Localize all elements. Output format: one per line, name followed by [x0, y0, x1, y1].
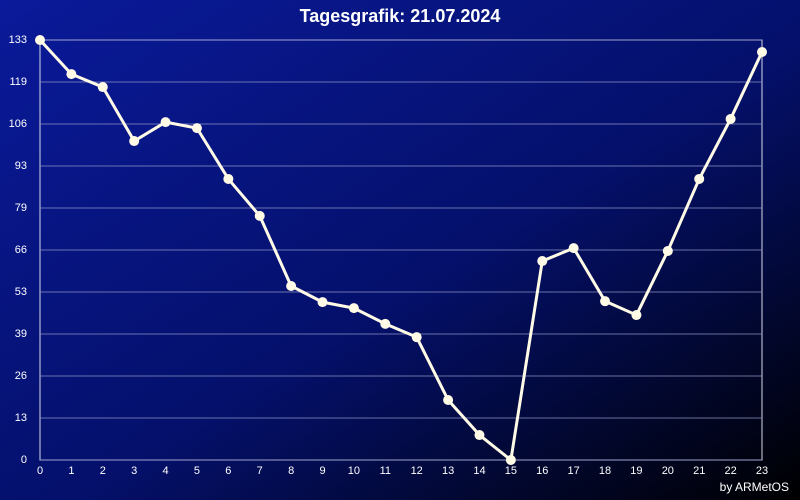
data-point: [317, 297, 328, 308]
data-point: [600, 296, 611, 307]
y-tick-label: 26: [15, 370, 27, 382]
data-point: [443, 395, 454, 405]
data-point: [286, 281, 297, 291]
x-tick-label: 3: [131, 465, 137, 477]
data-point: [223, 173, 234, 184]
chart-title: Tagesgrafik: 21.07.2024: [300, 6, 501, 26]
x-tick-label: 22: [724, 465, 736, 477]
x-tick-label: 1: [68, 465, 74, 477]
data-point: [35, 35, 45, 45]
data-point: [757, 47, 767, 57]
y-tick-label: 39: [15, 328, 27, 340]
data-point: [191, 123, 202, 134]
x-tick-label: 15: [505, 465, 517, 477]
y-tick-label: 0: [21, 454, 27, 466]
y-tick-label: 106: [9, 118, 27, 130]
data-point: [411, 332, 422, 343]
x-tick-label: 10: [348, 465, 360, 477]
data-point: [474, 430, 485, 441]
data-point: [568, 243, 579, 254]
data-point: [129, 136, 140, 147]
x-tick-label: 8: [288, 465, 294, 477]
y-tick-label: 79: [15, 202, 27, 214]
data-line: [38, 38, 764, 462]
data-point: [537, 256, 548, 267]
y-tick-label: 66: [15, 244, 27, 256]
y-tick-label: 133: [9, 34, 27, 46]
x-tick-label: 11: [380, 465, 391, 477]
x-tick-label: 13: [442, 465, 454, 477]
data-point: [725, 113, 736, 124]
y-tick-label: 119: [9, 76, 27, 88]
x-tick-label: 12: [411, 465, 423, 477]
x-tick-label: 4: [163, 465, 169, 477]
data-point: [160, 117, 171, 128]
x-tick-label: 20: [662, 465, 674, 477]
x-tick-label: 17: [568, 465, 580, 477]
x-tick-label: 14: [473, 465, 485, 477]
x-tick-label: 5: [194, 465, 200, 477]
x-tick-label: 21: [693, 465, 705, 477]
data-point: [631, 310, 642, 321]
data-point: [66, 69, 77, 80]
y-tick-label: 13: [15, 412, 27, 424]
x-tick-label: 7: [257, 465, 263, 477]
x-tick-label: 0: [37, 465, 43, 477]
data-point: [97, 82, 108, 93]
data-point: [254, 210, 265, 221]
y-tick-label: 93: [15, 160, 27, 172]
x-tick-label: 23: [756, 465, 768, 477]
credit: by ARMetOS: [720, 480, 789, 494]
x-tick-label: 19: [630, 465, 642, 477]
x-tick-label: 2: [100, 465, 106, 477]
data-point: [662, 245, 673, 256]
x-tick-label: 9: [319, 465, 325, 477]
data-point: [694, 173, 705, 184]
x-tick-label: 16: [536, 465, 548, 477]
data-point: [380, 318, 391, 329]
y-tick-label: 53: [15, 286, 27, 298]
data-point: [505, 455, 516, 465]
x-tick-label: 18: [599, 465, 611, 477]
x-tick-label: 6: [225, 465, 231, 477]
data-point: [348, 303, 359, 314]
